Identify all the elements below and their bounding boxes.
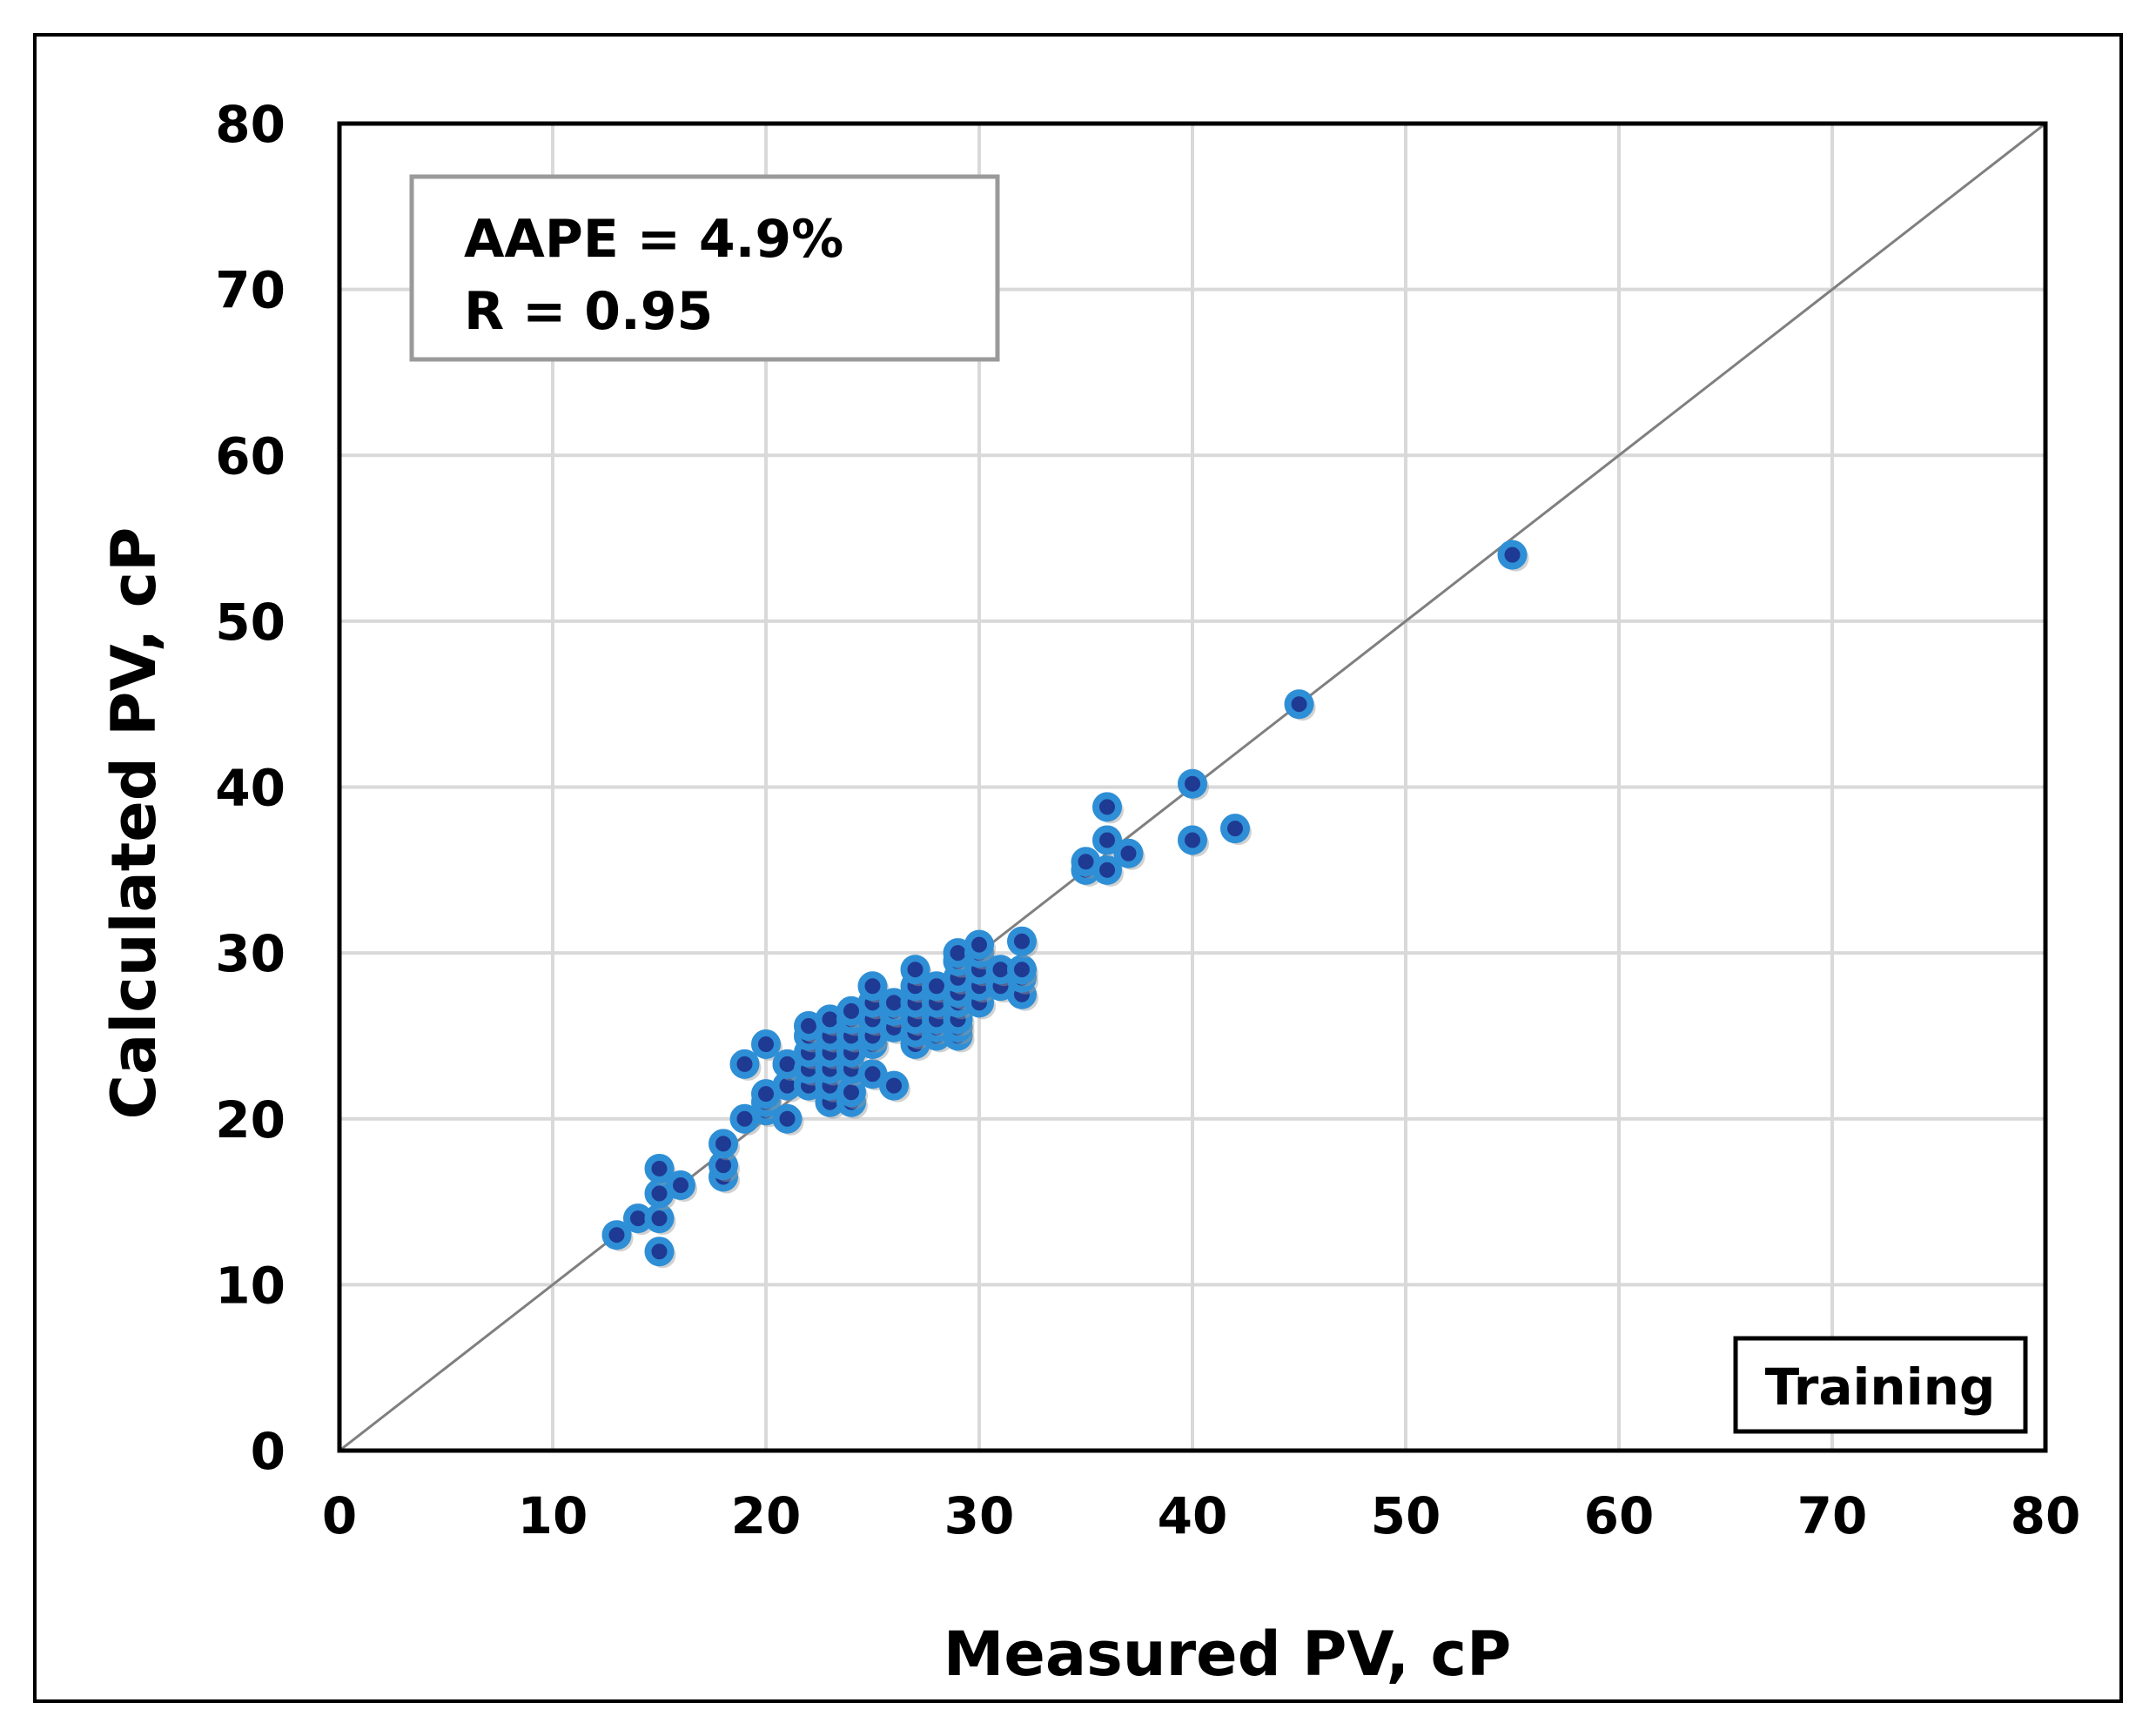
y-tick-label: 10 — [215, 1256, 285, 1315]
data-point — [1092, 792, 1124, 824]
x-tick-label: 30 — [944, 1486, 1015, 1545]
data-point — [644, 1153, 676, 1185]
data-point-marker — [857, 971, 888, 1002]
data-point — [1007, 955, 1038, 987]
y-tick-label: 40 — [215, 759, 285, 818]
data-point — [772, 1103, 804, 1136]
data-point-marker — [879, 1070, 909, 1101]
data-point-marker — [900, 955, 930, 985]
data-point-marker — [751, 1029, 781, 1059]
data-point — [964, 929, 996, 962]
x-tick-label: 20 — [731, 1486, 802, 1545]
y-tick-label: 60 — [215, 426, 285, 486]
plot-area-border — [337, 121, 2048, 1453]
y-axis-title: Calculated PV, cP — [98, 527, 170, 1120]
stats-r: R = 0.95 — [464, 281, 713, 342]
x-tick-label: 40 — [1158, 1486, 1228, 1545]
data-point-marker — [1092, 825, 1122, 855]
data-point-marker — [1497, 540, 1528, 570]
data-point — [1497, 540, 1529, 572]
data-point — [644, 1203, 676, 1236]
y-tick-label: 70 — [215, 261, 285, 320]
data-point — [1284, 689, 1316, 721]
y-tick-label: 80 — [215, 95, 285, 154]
data-point-marker — [772, 1103, 803, 1134]
data-point-marker — [709, 1129, 738, 1159]
x-axis-title: Measured PV, cP — [944, 1619, 1512, 1690]
data-point-marker — [1007, 926, 1037, 956]
data-point-marker — [1113, 838, 1144, 868]
data-point — [729, 1049, 762, 1081]
data-point-marker — [729, 1049, 760, 1079]
data-point — [1113, 838, 1145, 870]
data-point — [1092, 855, 1124, 887]
x-tick-label: 10 — [518, 1486, 588, 1545]
data-point-marker — [644, 1153, 675, 1183]
y-tick-label: 0 — [251, 1422, 285, 1481]
y-tick-label: 20 — [215, 1090, 285, 1150]
data-point — [601, 1220, 634, 1252]
data-point-marker — [601, 1220, 632, 1250]
x-tick-label: 80 — [2011, 1486, 2081, 1545]
data-point — [644, 1237, 676, 1269]
x-tick-label: 70 — [1797, 1486, 1868, 1545]
data-point-marker — [1284, 689, 1314, 720]
dataset-label: Training — [1765, 1357, 1996, 1417]
data-point — [751, 1029, 782, 1061]
data-point-marker — [644, 1203, 675, 1234]
figure-border — [33, 33, 2123, 1703]
data-points — [601, 540, 1529, 1269]
x-tick-label: 50 — [1371, 1486, 1441, 1545]
y-tick-label: 30 — [215, 924, 285, 983]
data-point — [1092, 825, 1124, 857]
data-point-marker — [644, 1237, 675, 1267]
data-point-marker — [1178, 825, 1207, 855]
data-point-marker — [964, 929, 994, 960]
data-point — [879, 1070, 910, 1103]
stats-box — [409, 174, 1000, 362]
x-tick-label: 60 — [1584, 1486, 1655, 1545]
data-point — [666, 1170, 697, 1202]
data-point-marker — [1178, 768, 1207, 799]
data-point — [1220, 814, 1252, 846]
tick-labels: 0 10 20 30 40 50 60 70 80 0 10 20 30 40 50 60 70 80 — [215, 95, 2080, 1545]
data-point — [709, 1129, 740, 1161]
data-point — [1178, 768, 1209, 801]
y-tick-label: 50 — [215, 593, 285, 652]
dataset-label-box — [1733, 1336, 2028, 1434]
stats-aape: AAPE = 4.9% — [464, 209, 843, 270]
data-point-marker — [1007, 955, 1037, 985]
data-point-marker — [666, 1170, 695, 1200]
data-point — [1178, 825, 1209, 857]
data-point-marker — [1220, 814, 1250, 844]
data-point-marker — [1092, 792, 1122, 822]
x-tick-label: 0 — [322, 1486, 357, 1545]
data-point-marker — [1092, 855, 1122, 885]
data-point — [1007, 926, 1038, 958]
data-point-marker — [857, 1059, 888, 1089]
